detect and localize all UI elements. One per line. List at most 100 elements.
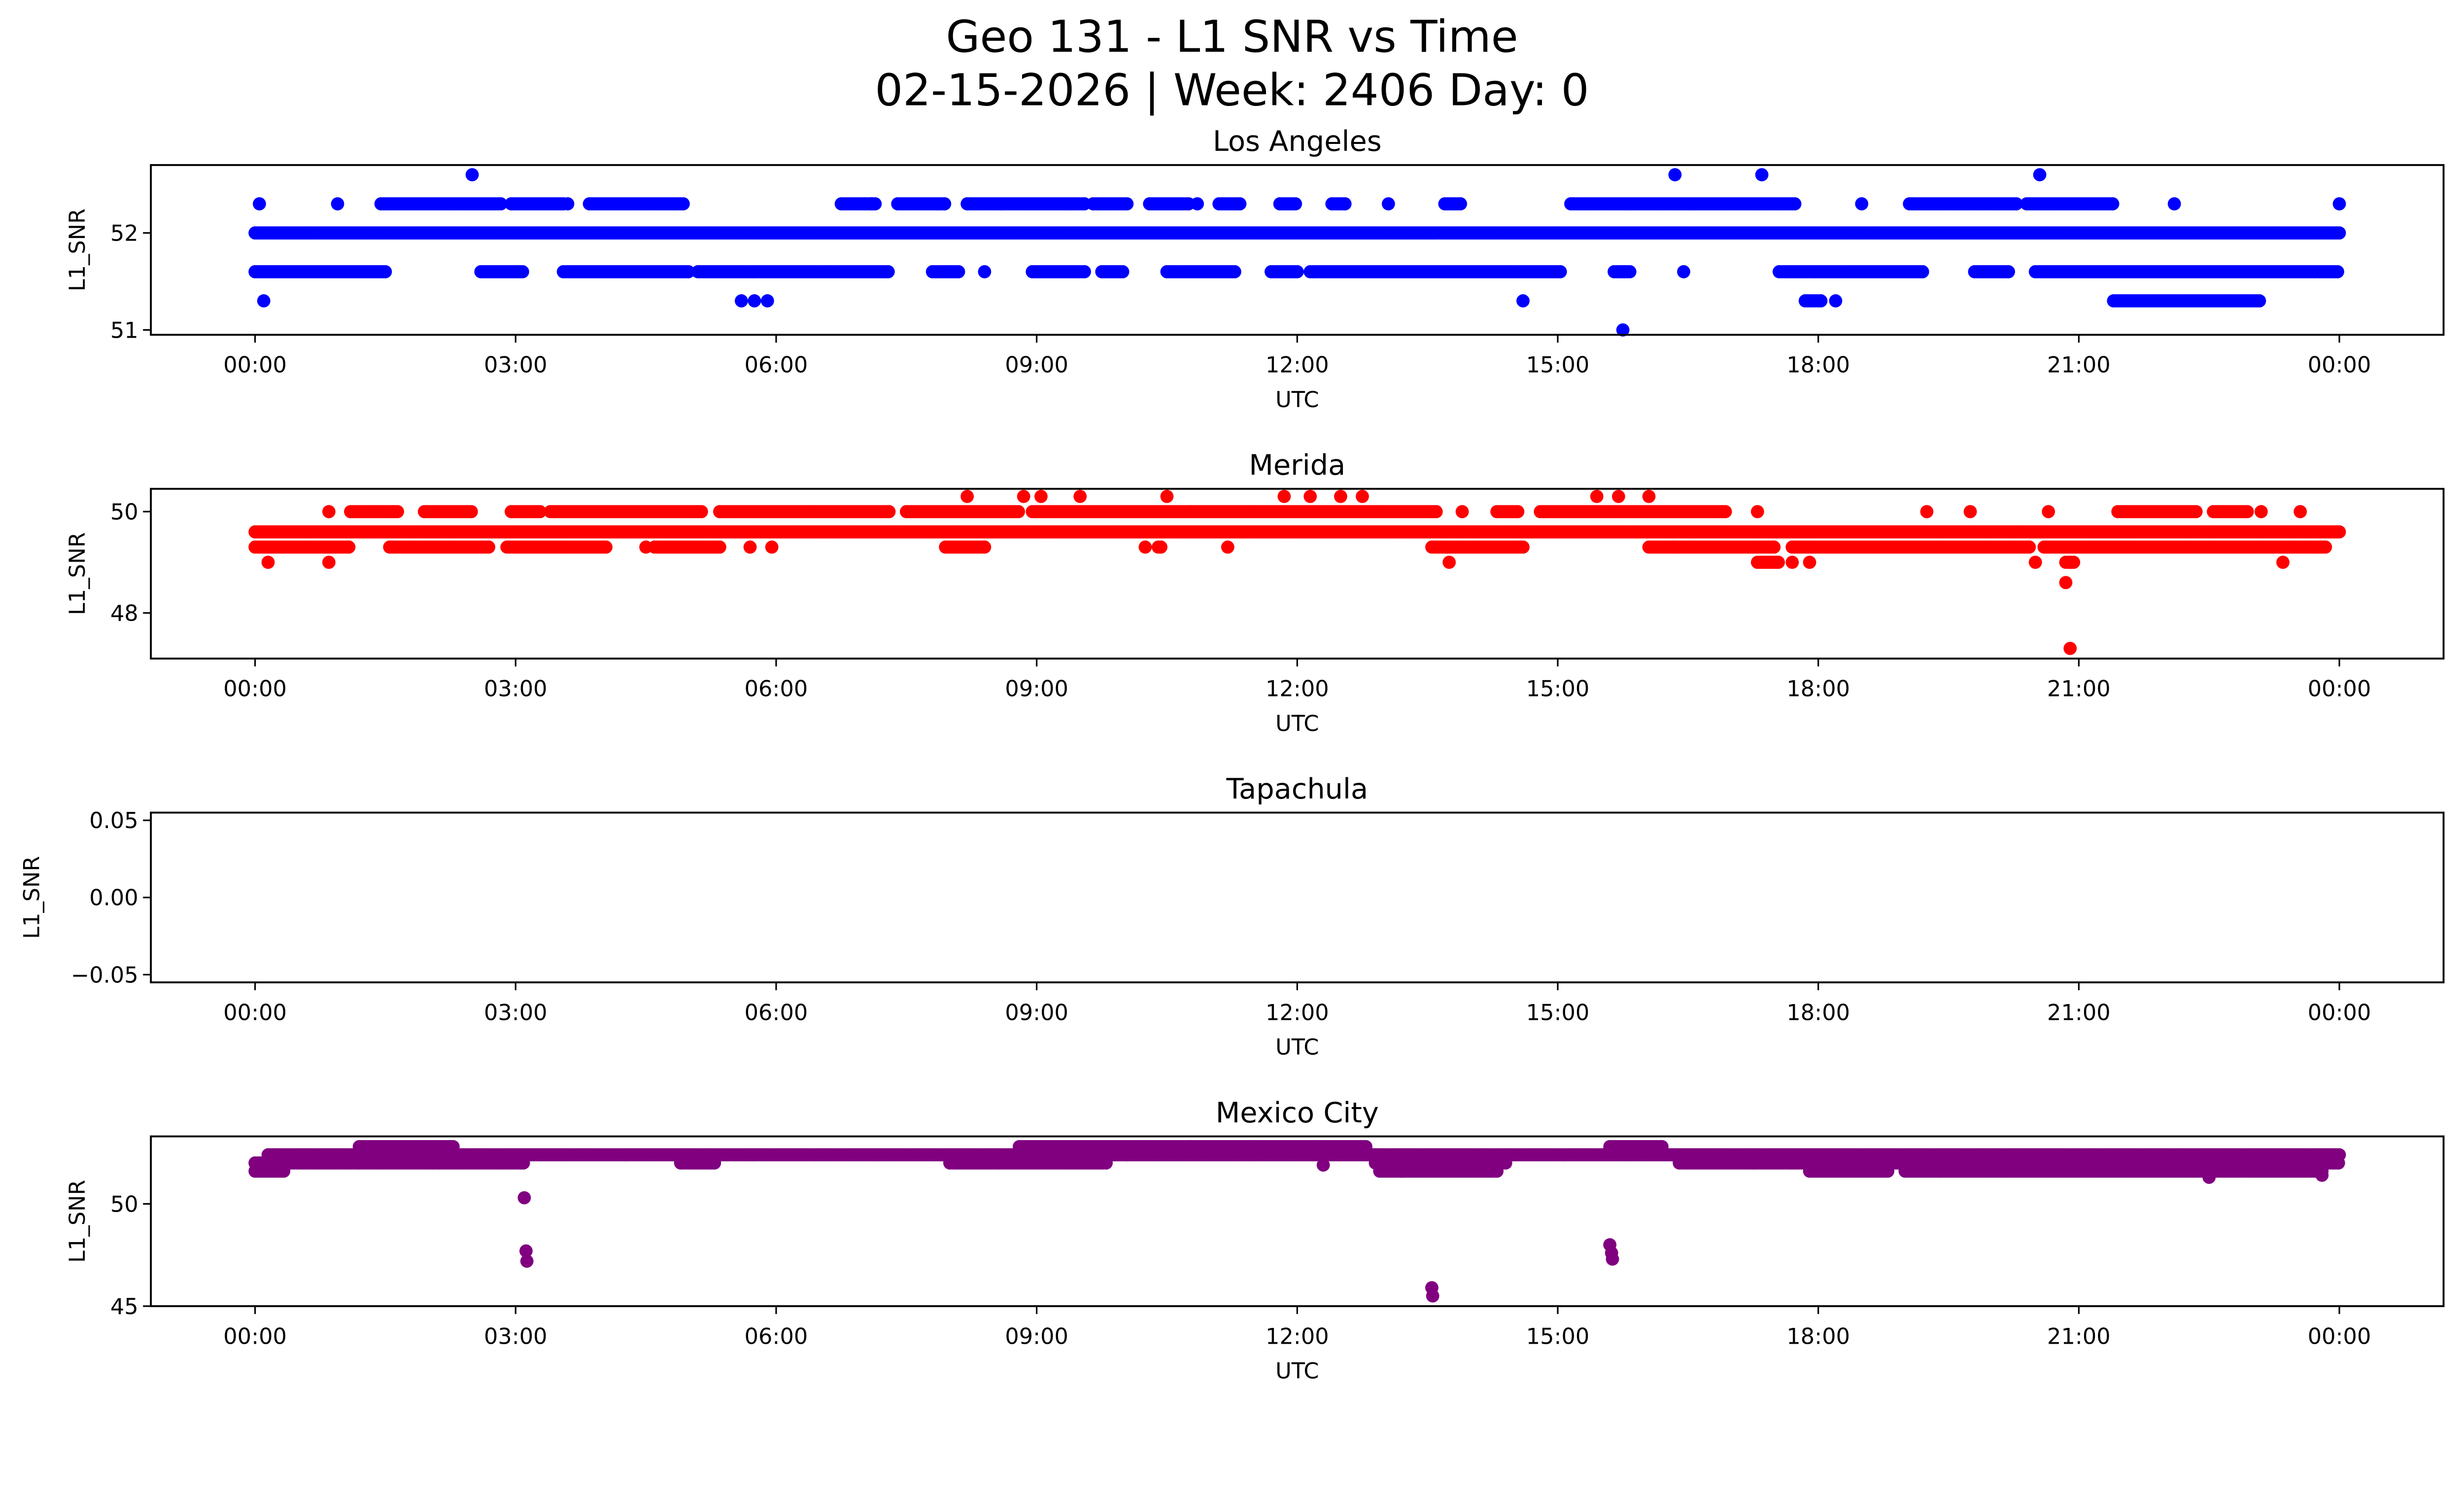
data-point (1855, 197, 1869, 210)
y-tick-label: 51 (110, 317, 138, 343)
x-tick-label: 15:00 (1526, 352, 1590, 378)
data-point (2319, 540, 2332, 554)
data-point (713, 540, 726, 554)
x-tick-label: 12:00 (1266, 1000, 1329, 1026)
data-point (516, 1156, 530, 1170)
axes-frame (150, 164, 2445, 336)
data-point (1356, 489, 1369, 503)
axes-frame (150, 811, 2445, 983)
data-point (1034, 489, 1048, 503)
data-point (1963, 505, 1977, 519)
data-point (2253, 294, 2266, 308)
data-point (261, 556, 275, 569)
x-tick-label: 21:00 (2047, 676, 2111, 702)
data-point (1116, 265, 1129, 278)
data-point (2276, 556, 2290, 569)
x-tick-label: 03:00 (484, 1000, 548, 1026)
data-point (1616, 323, 1630, 337)
data-point (2028, 556, 2042, 569)
data-point (1611, 489, 1625, 503)
data-point (960, 489, 974, 503)
data-point (2106, 197, 2120, 210)
data-points (248, 489, 2346, 655)
data-point (1829, 294, 1843, 308)
data-point (2010, 197, 2023, 210)
data-point (1788, 197, 1802, 210)
data-point (1755, 168, 1769, 181)
y-axis-label: L1_SNR (65, 532, 90, 615)
data-point (1516, 540, 1530, 554)
x-tick-label: 18:00 (1786, 352, 1850, 378)
x-tick-label: 15:00 (1526, 676, 1590, 702)
data-point (1073, 489, 1087, 503)
x-tick-label: 00:00 (223, 676, 287, 702)
x-axis-label: UTC (1275, 711, 1319, 736)
panel-title: Mexico City (1216, 1096, 1379, 1129)
data-point (1289, 197, 1302, 210)
x-tick-label: 06:00 (745, 676, 808, 702)
data-point (881, 265, 895, 278)
data-point (978, 265, 992, 278)
panel-title: Merida (1249, 449, 1345, 482)
y-tick-label: 50 (110, 499, 138, 525)
y-tick-label: −0.05 (71, 962, 138, 988)
chart-subtitle: 02-15-2026 | Week: 2406 Day: 0 (875, 65, 1589, 116)
panel-title: Tapachula (1226, 772, 1368, 805)
data-point (1718, 505, 1732, 519)
y-axis-label: L1_SNR (19, 856, 45, 939)
data-point (1767, 540, 1781, 554)
data-point (2255, 505, 2268, 519)
data-point (1553, 265, 1567, 278)
data-point (1511, 505, 1525, 519)
data-point (561, 197, 575, 210)
data-point (1916, 265, 1929, 278)
y-tick-label: 52 (110, 221, 138, 246)
data-point (1228, 265, 1241, 278)
data-point (1154, 540, 1168, 554)
data-point (378, 265, 392, 278)
data-point (760, 294, 774, 308)
data-point (322, 556, 336, 569)
x-tick-label: 21:00 (2047, 352, 2111, 378)
data-point (978, 540, 992, 554)
data-point (494, 197, 508, 210)
data-point (1012, 505, 1026, 519)
data-point (1277, 489, 1291, 503)
data-point (1099, 1156, 1113, 1170)
panel-title: Los Angeles (1213, 125, 1382, 158)
data-point (1750, 505, 1764, 519)
data-point (257, 294, 271, 308)
data-point (2332, 226, 2346, 240)
data-point (465, 505, 478, 519)
data-point (1120, 197, 1134, 210)
data-point (2042, 505, 2055, 519)
data-point (1677, 265, 1690, 278)
data-point (2002, 265, 2016, 278)
x-tick-label: 00:00 (2308, 676, 2371, 702)
data-point (2167, 197, 2181, 210)
data-point (2022, 540, 2036, 554)
data-point (695, 505, 708, 519)
data-point (748, 294, 761, 308)
y-tick-label: 0.05 (89, 808, 138, 834)
data-point (1516, 294, 1530, 308)
x-axis-label: UTC (1275, 387, 1319, 413)
data-point (1334, 489, 1347, 503)
x-tick-label: 03:00 (484, 352, 548, 378)
data-point (1160, 489, 1174, 503)
x-tick-label: 12:00 (1266, 352, 1329, 378)
data-point (1590, 489, 1604, 503)
y-tick-label: 48 (110, 601, 138, 626)
data-point (1454, 197, 1468, 210)
data-point (1429, 505, 1443, 519)
figure: Geo 131 - L1 SNR vs Time 02-15-2026 | We… (19, 11, 2445, 1384)
data-point (1303, 489, 1317, 503)
data-point (2189, 505, 2203, 519)
data-point (1623, 265, 1637, 278)
data-point (1455, 505, 1469, 519)
